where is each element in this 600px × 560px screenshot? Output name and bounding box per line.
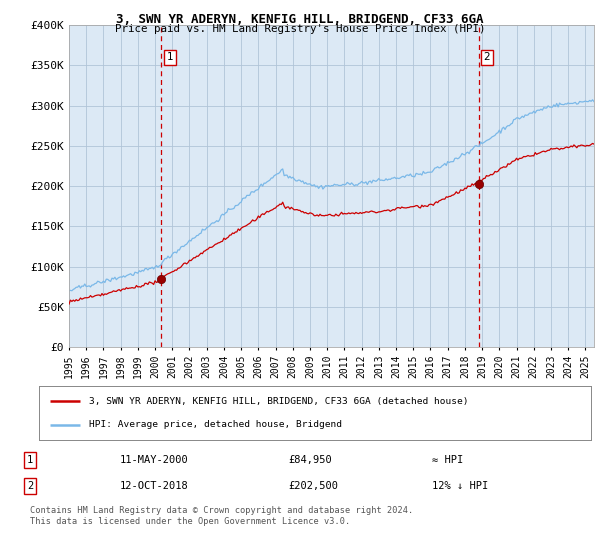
- Text: 3, SWN YR ADERYN, KENFIG HILL, BRIDGEND, CF33 6GA (detached house): 3, SWN YR ADERYN, KENFIG HILL, BRIDGEND,…: [89, 397, 468, 406]
- Text: 2: 2: [27, 481, 33, 491]
- Text: Contains HM Land Registry data © Crown copyright and database right 2024.: Contains HM Land Registry data © Crown c…: [30, 506, 413, 515]
- Text: £84,950: £84,950: [288, 455, 332, 465]
- Text: This data is licensed under the Open Government Licence v3.0.: This data is licensed under the Open Gov…: [30, 517, 350, 526]
- Text: £202,500: £202,500: [288, 481, 338, 491]
- Text: 11-MAY-2000: 11-MAY-2000: [120, 455, 189, 465]
- Text: 12-OCT-2018: 12-OCT-2018: [120, 481, 189, 491]
- Text: 12% ↓ HPI: 12% ↓ HPI: [432, 481, 488, 491]
- Text: 1: 1: [27, 455, 33, 465]
- Text: ≈ HPI: ≈ HPI: [432, 455, 463, 465]
- Text: 1: 1: [166, 53, 173, 62]
- Text: HPI: Average price, detached house, Bridgend: HPI: Average price, detached house, Brid…: [89, 420, 341, 429]
- Text: Price paid vs. HM Land Registry's House Price Index (HPI): Price paid vs. HM Land Registry's House …: [115, 24, 485, 34]
- Text: 3, SWN YR ADERYN, KENFIG HILL, BRIDGEND, CF33 6GA: 3, SWN YR ADERYN, KENFIG HILL, BRIDGEND,…: [116, 13, 484, 26]
- Text: 2: 2: [484, 53, 490, 62]
